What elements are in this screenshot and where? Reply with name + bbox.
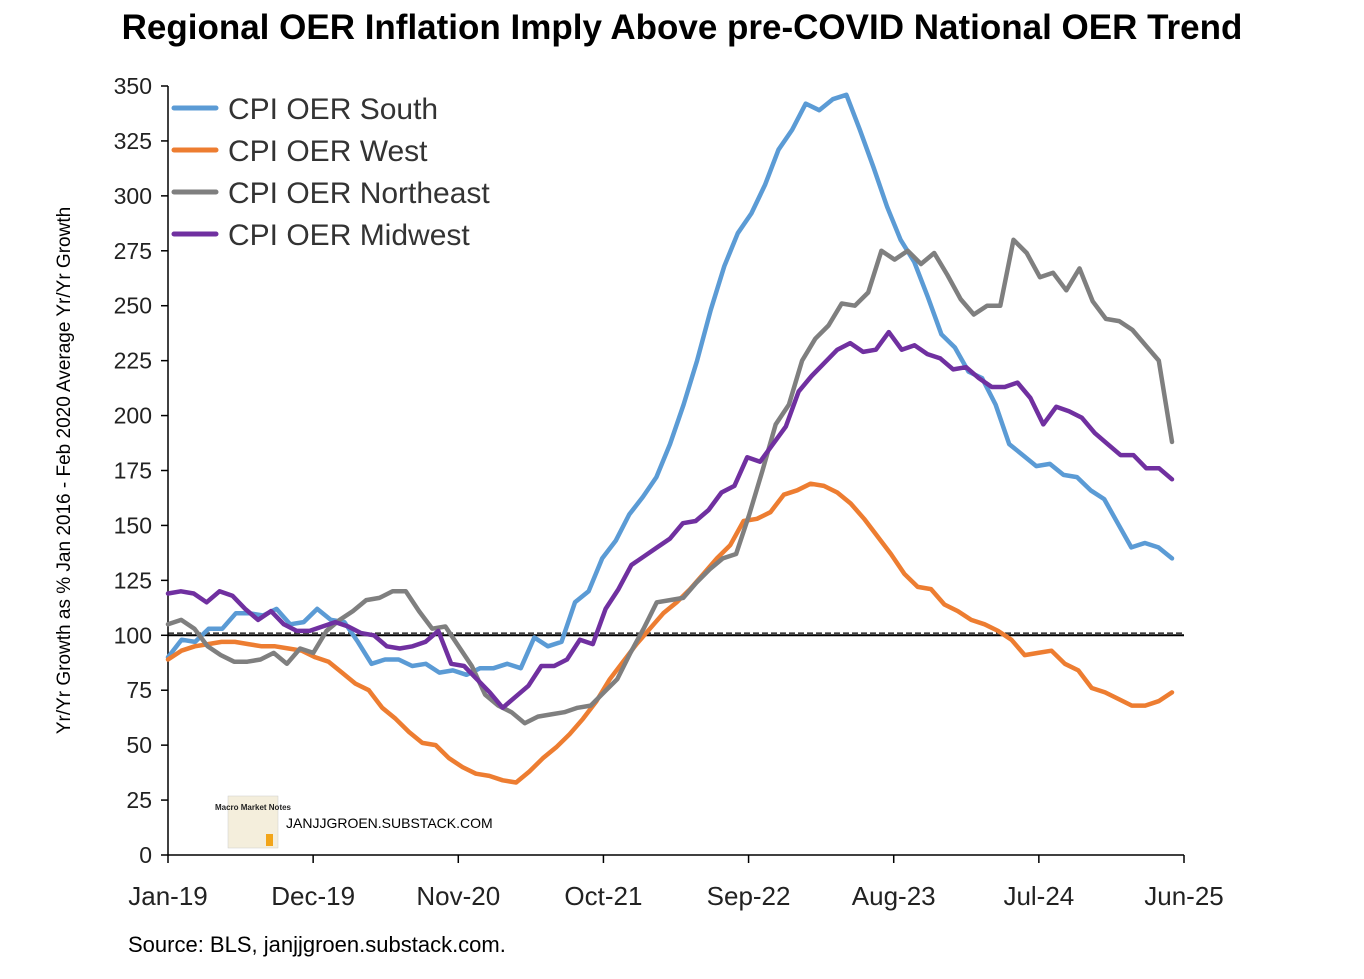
legend-label: CPI OER South: [228, 93, 438, 126]
x-tick-label: Jul-24: [1003, 881, 1074, 911]
watermark-logo-text: Macro Market Notes: [215, 803, 292, 812]
legend-label: CPI OER West: [228, 135, 428, 168]
x-tick-label: Jun-25: [1144, 881, 1224, 911]
x-tick-label: Nov-20: [416, 881, 500, 911]
y-tick-label: 75: [126, 677, 152, 703]
y-tick-label: 125: [114, 567, 152, 593]
chart-title: Regional OER Inflation Imply Above pre-C…: [121, 8, 1243, 47]
y-tick-label: 25: [126, 787, 152, 813]
x-tick-label: Dec-19: [271, 881, 355, 911]
x-tick-label: Oct-21: [564, 881, 642, 911]
x-tick-label: Sep-22: [707, 881, 791, 911]
series-line-cpi-oer-west: [165, 481, 1175, 785]
y-tick-label: 225: [114, 348, 152, 374]
y-tick-label: 275: [114, 238, 152, 264]
watermark-site: JANJJGROEN.SUBSTACK.COM: [286, 815, 493, 831]
y-tick-label: 0: [139, 842, 152, 868]
watermark-logo-bar-icon: [266, 834, 273, 846]
series-lines: [165, 92, 1175, 785]
series-line-cpi-oer-midwest: [165, 329, 1175, 711]
source-note: Source: BLS, janjjgroen.substack.com.: [128, 932, 506, 957]
x-tick-label: Jan-19: [128, 881, 208, 911]
reference-lines: [168, 632, 1184, 637]
y-tick-label: 300: [114, 183, 152, 209]
y-tick-label: 175: [114, 458, 152, 484]
y-tick-label: 350: [114, 73, 152, 99]
y-tick-label: 250: [114, 293, 152, 319]
y-tick-label: 100: [114, 622, 152, 648]
y-tick-label: 150: [114, 512, 152, 538]
x-tick-label: Aug-23: [852, 881, 936, 911]
watermark: Macro Market Notes JANJJGROEN.SUBSTACK.C…: [215, 795, 493, 849]
chart-axes: 0 25 50 75 100 125 150 175 200 225 250 275 300 325 350…: [114, 73, 1224, 911]
y-tick-label: 325: [114, 128, 152, 154]
y-axis-label: Yr/Yr Growth as % Jan 2016 - Feb 2020 Av…: [54, 207, 75, 734]
y-tick-label: 50: [126, 732, 152, 758]
legend: CPI OER South CPI OER West CPI OER Northea…: [171, 93, 490, 252]
legend-label: CPI OER Northeast: [228, 177, 490, 210]
y-tick-label: 200: [114, 403, 152, 429]
legend-label: CPI OER Midwest: [228, 219, 470, 252]
